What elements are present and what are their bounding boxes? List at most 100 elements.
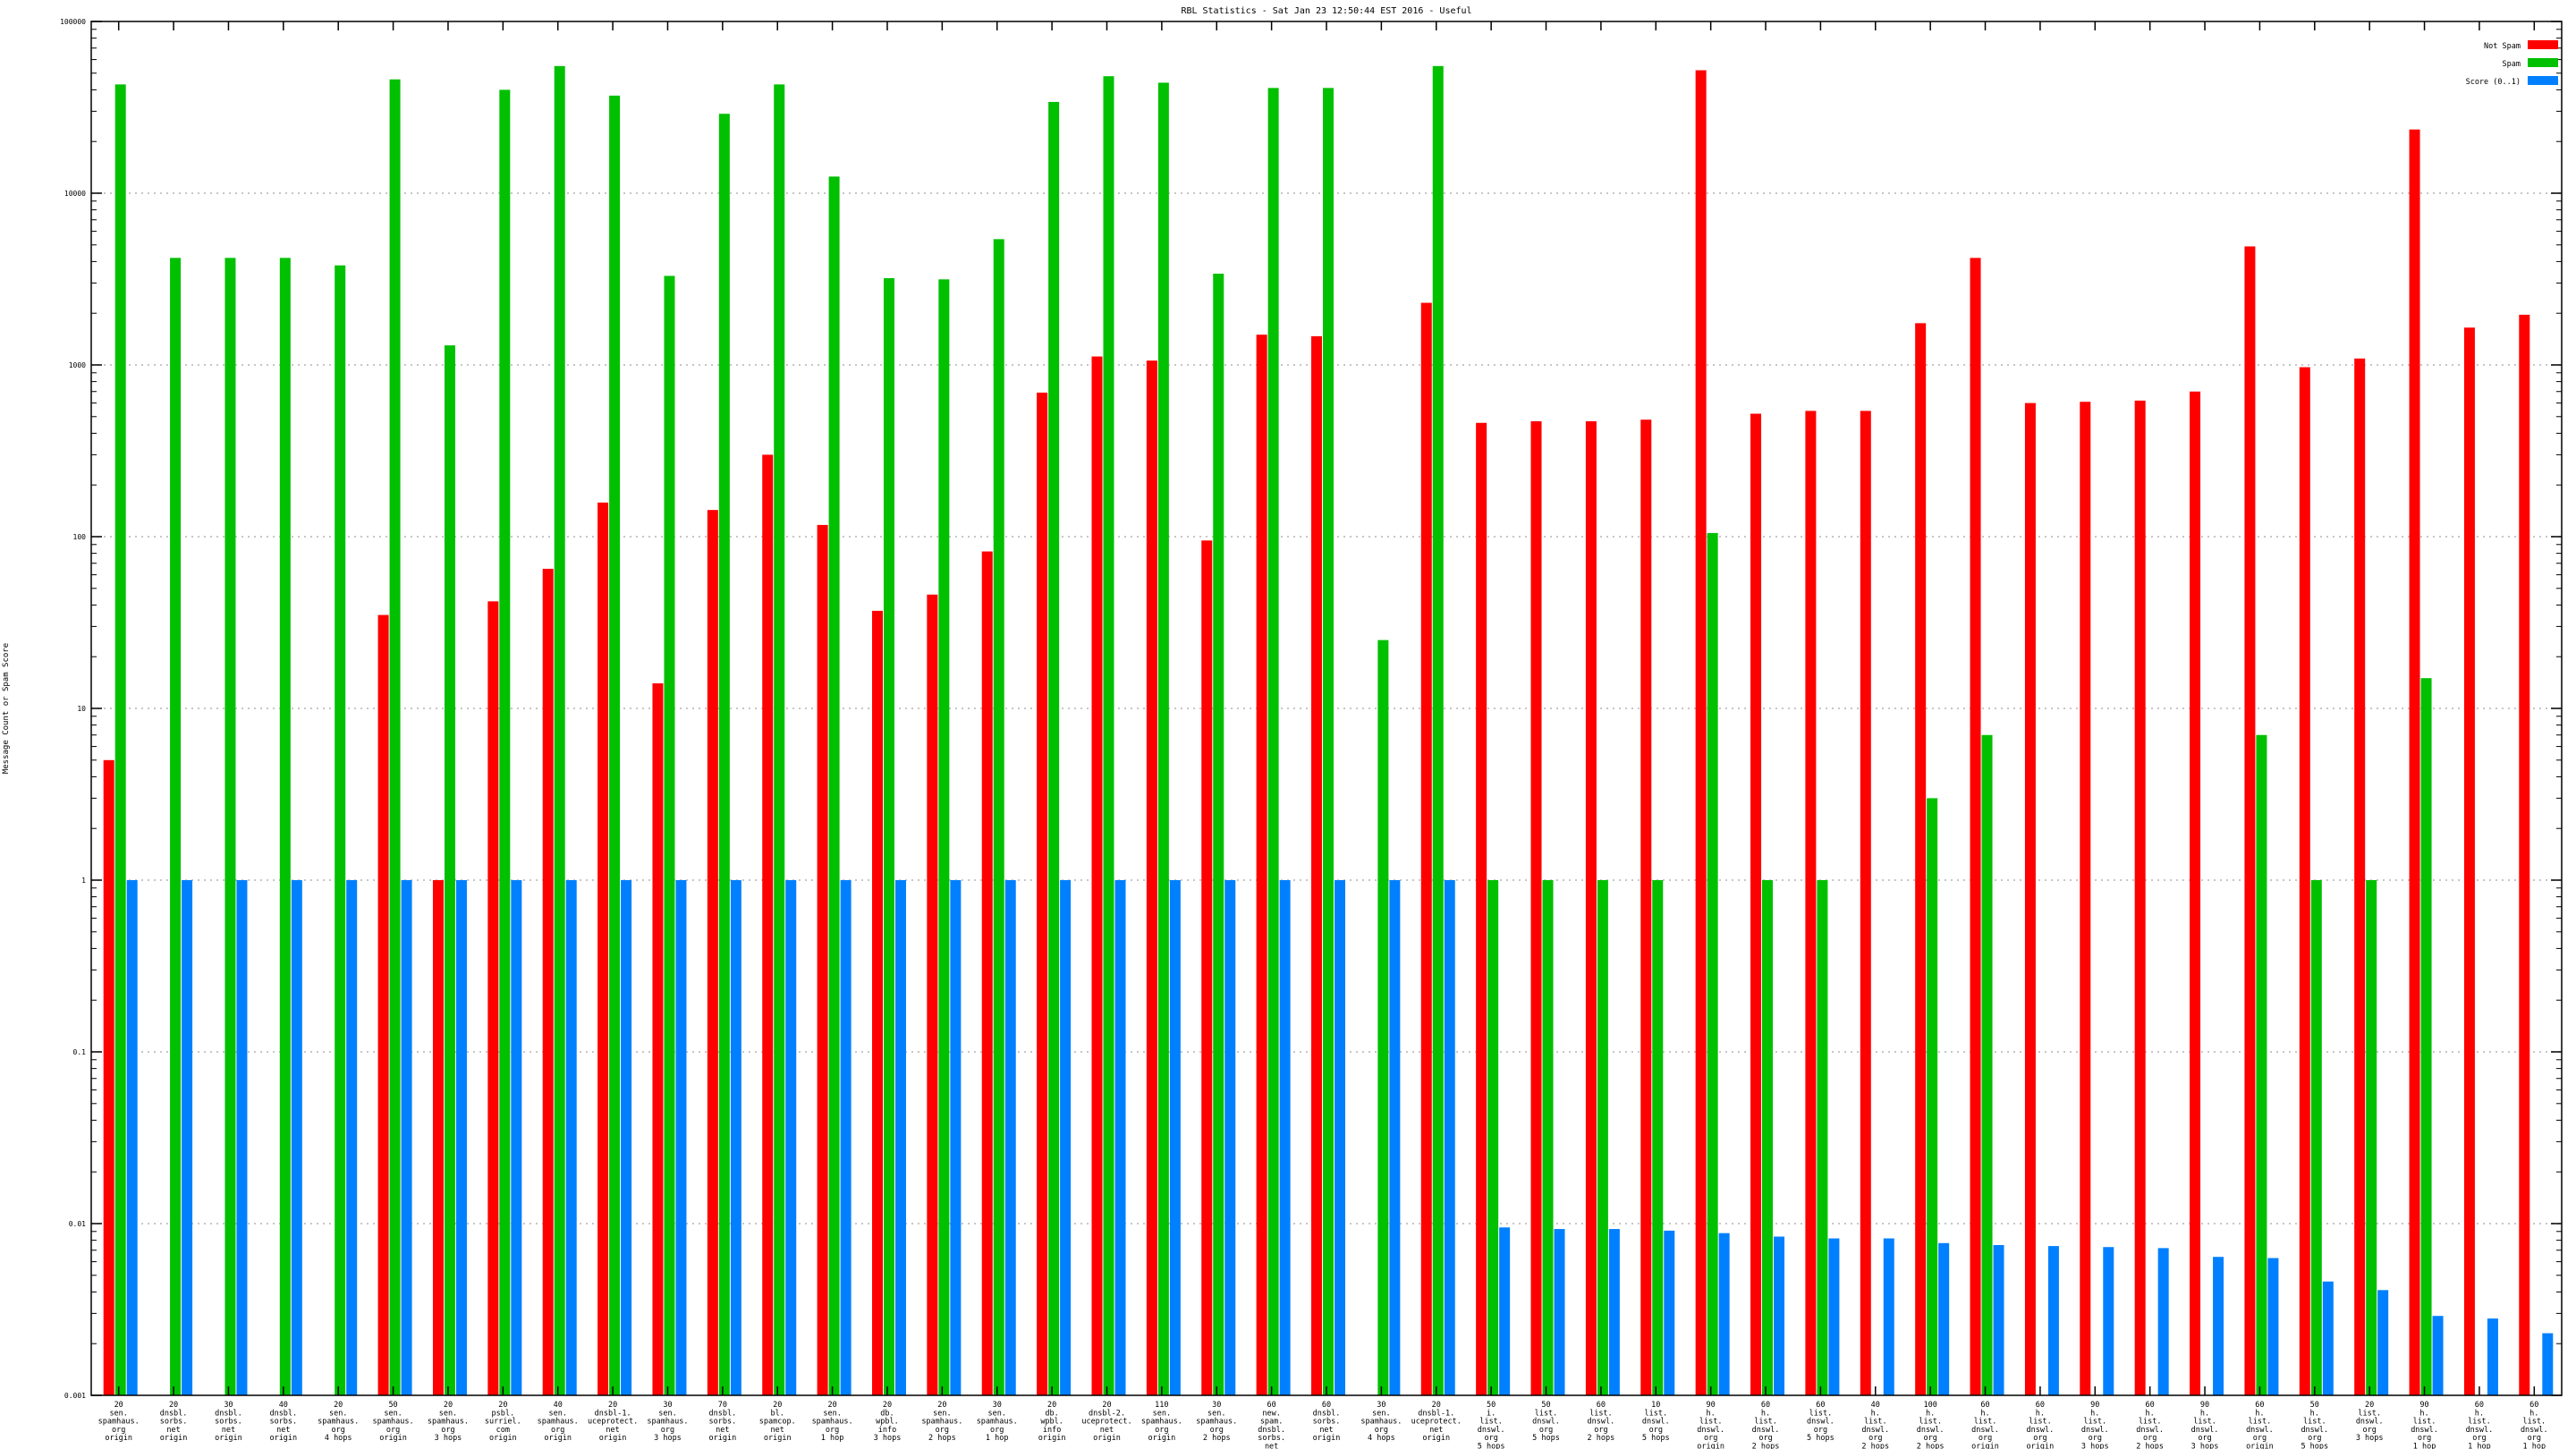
x-tick-label: 60 h. list. dnswl. org origin (1971, 1401, 1999, 1449)
bar-score (2377, 1290, 2389, 1395)
bar-score (511, 880, 522, 1395)
x-tick-label: 20 sen. spamhaus. org 1 hop (812, 1401, 853, 1443)
bar-spam (993, 239, 1004, 1396)
bar-not-spam (1476, 422, 1487, 1395)
x-tick-label: 20 db. wpbl. info 3 hops (874, 1401, 902, 1443)
x-tick-label: 90 h. list. dnswl. org 3 hops (2081, 1401, 2109, 1449)
bar-score (1499, 1227, 1511, 1395)
y-tick-label: 10 (77, 705, 86, 713)
bar-not-spam (707, 510, 718, 1395)
bar-score (1828, 1238, 1840, 1395)
legend-swatch (2528, 40, 2558, 49)
x-tick-label: 60 h. list. dnswl. org 2 hops (1752, 1401, 1780, 1449)
bar-score (401, 880, 412, 1395)
bar-not-spam (927, 594, 938, 1395)
bar-spam (1213, 273, 1224, 1395)
x-tick-label: 110 sen. spamhaus. org origin (1141, 1401, 1182, 1443)
x-tick-label: 60 h. list. dnswl. org origin (2246, 1401, 2274, 1449)
bar-not-spam (1091, 356, 1103, 1395)
bar-spam (1652, 880, 1664, 1395)
bar-score (1608, 1229, 1620, 1395)
x-tick-label: 20 sen. spamhaus. org 3 hops (428, 1401, 469, 1443)
bar-score (2267, 1258, 2279, 1395)
bar-score (1114, 880, 1126, 1395)
bar-not-spam (1420, 302, 1432, 1396)
bar-score (730, 880, 741, 1395)
bar-score (1718, 1233, 1730, 1395)
x-tick-label: 50 sen. spamhaus. org origin (373, 1401, 414, 1443)
bar-spam (1487, 880, 1499, 1395)
bar-not-spam (871, 610, 883, 1395)
x-tick-label: 30 dnsbl. sorbs. net origin (215, 1401, 242, 1443)
bar-score (1444, 880, 1455, 1395)
bar-not-spam (1585, 420, 1597, 1395)
bar-spam (1707, 532, 1718, 1395)
bar-not-spam (2354, 358, 2366, 1396)
bar-score (1993, 1244, 2004, 1395)
bar-not-spam (2190, 391, 2201, 1395)
y-tick-label: 100000 (60, 18, 86, 26)
y-tick-label: 0.01 (69, 1220, 86, 1228)
x-tick-label: 40 dnsbl. sorbs. net origin (269, 1401, 297, 1443)
bar-score (291, 880, 302, 1395)
bar-score (840, 880, 852, 1395)
bar-not-spam (1201, 540, 1213, 1395)
bar-not-spam (2080, 402, 2091, 1395)
legend: Not Spam Spam Score (0..1) (2466, 40, 2558, 87)
bar-spam (170, 258, 182, 1395)
x-tick-label: 20 sen. spamhaus. org 4 hops (318, 1401, 359, 1443)
x-tick-label: 60 h. list. dnswl. org 1 hop (2466, 1401, 2494, 1449)
bar-spam (1267, 88, 1279, 1396)
bar-score (2487, 1318, 2498, 1395)
x-tick-label: 40 h. list. dnswl. org 2 hops (1861, 1401, 1889, 1449)
bar-not-spam (597, 502, 609, 1395)
bar-spam (389, 79, 401, 1396)
bar-spam (1048, 101, 1060, 1395)
bar-not-spam (652, 682, 664, 1395)
bar-spam (2420, 678, 2432, 1395)
x-tick-label: 100 h. list. dnswl. org 2 hops (1917, 1401, 1945, 1449)
bar-spam (335, 265, 346, 1396)
bar-spam (2366, 880, 2377, 1395)
bar-score (455, 880, 467, 1395)
bar-not-spam (817, 524, 828, 1395)
bar-score (950, 880, 962, 1395)
y-tick-label: 10000 (64, 190, 86, 198)
x-tick-labels: 20 sen. spamhaus. org origin 20 dnsbl. sorbs. ne… (98, 21, 2548, 1449)
x-tick-label: 10 list. dnswl. org 5 hops (1642, 1401, 1670, 1443)
bar-not-spam (762, 454, 774, 1396)
x-tick-label: 60 list. dnswl. org 2 hops (1588, 1401, 1615, 1443)
bar-spam (279, 258, 291, 1395)
bar-spam (1762, 880, 1774, 1395)
bar-not-spam (2299, 367, 2310, 1396)
x-tick-label: 20 dnsbl-1. uceprotect. net origin (588, 1401, 638, 1443)
bar-not-spam (981, 551, 993, 1395)
x-tick-label: 60 h. list. dnswl. org origin (2027, 1401, 2055, 1449)
bar-spam (828, 176, 840, 1395)
bar-spam (1927, 798, 1938, 1395)
x-tick-label: 20 sen. spamhaus. org 2 hops (921, 1401, 962, 1443)
bars (103, 65, 2554, 1396)
bar-score (1060, 880, 1072, 1395)
x-tick-label: 40 sen. spamhaus. org origin (538, 1401, 579, 1443)
bar-spam (444, 345, 455, 1396)
bar-not-spam (2024, 402, 2036, 1395)
x-tick-label: 20 dnsbl. sorbs. net origin (160, 1401, 188, 1443)
bar-spam (2310, 880, 2322, 1395)
y-tick-label: 0.1 (73, 1048, 87, 1056)
bar-not-spam (487, 601, 499, 1395)
bar-score (182, 880, 193, 1395)
x-tick-label: 50 list. dnswl. org 5 hops (1532, 1401, 1560, 1443)
bar-score (1004, 880, 1016, 1395)
bar-not-spam (377, 614, 389, 1395)
bar-score (1664, 1230, 1675, 1395)
bar-not-spam (2134, 400, 2146, 1395)
legend-label: Spam (2503, 60, 2521, 69)
y-axis-label: Message Count or Spam Score (2, 643, 11, 774)
x-tick-label: 90 h. list. dnswl. org 3 hops (2191, 1401, 2219, 1449)
bar-spam (883, 278, 894, 1395)
bar-spam (1432, 65, 1444, 1396)
bar-score (894, 880, 906, 1395)
bar-not-spam (2519, 314, 2530, 1395)
bar-not-spam (2409, 129, 2420, 1395)
